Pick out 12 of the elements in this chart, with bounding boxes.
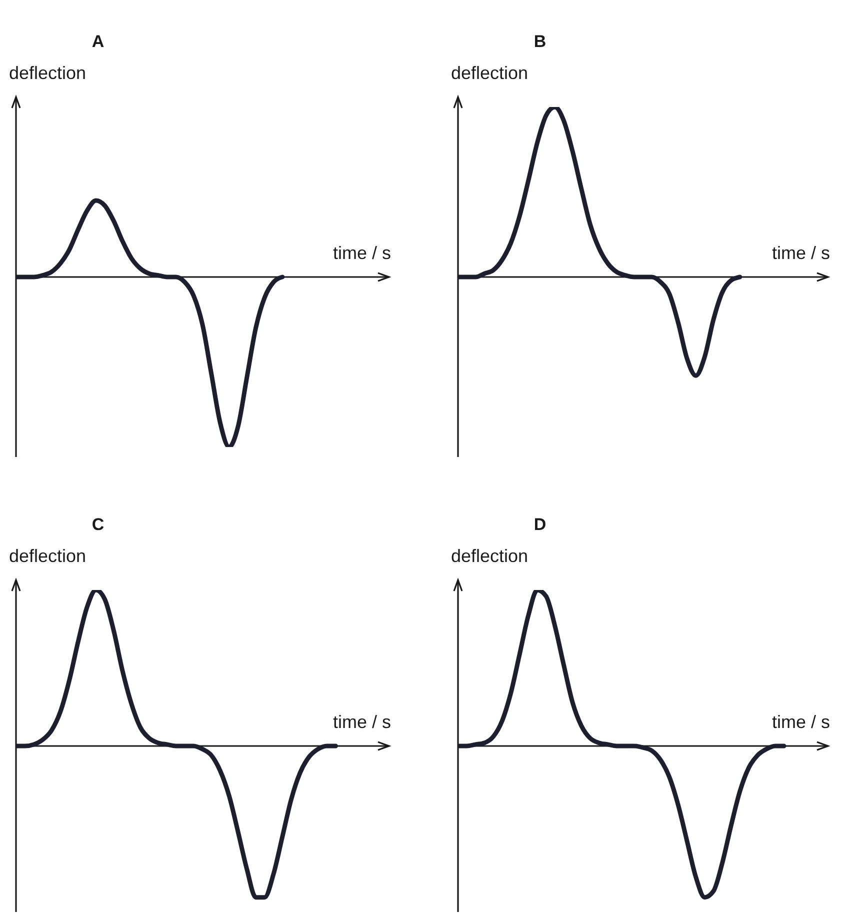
y-axis-title: deflection [9,63,86,83]
y-axis-title: deflection [451,546,528,566]
chart-title: A [90,32,106,52]
chart-title: D [532,515,548,535]
chart-title: B [532,32,548,52]
x-axis-title: time / s [332,712,391,732]
x-axis-title: time / s [772,243,830,263]
y-axis-title: deflection [9,546,86,566]
y-axis-title: deflection [451,63,528,83]
x-axis-title: time / s [332,243,391,263]
chart-title: C [90,515,106,535]
x-axis-title: time / s [772,712,830,732]
